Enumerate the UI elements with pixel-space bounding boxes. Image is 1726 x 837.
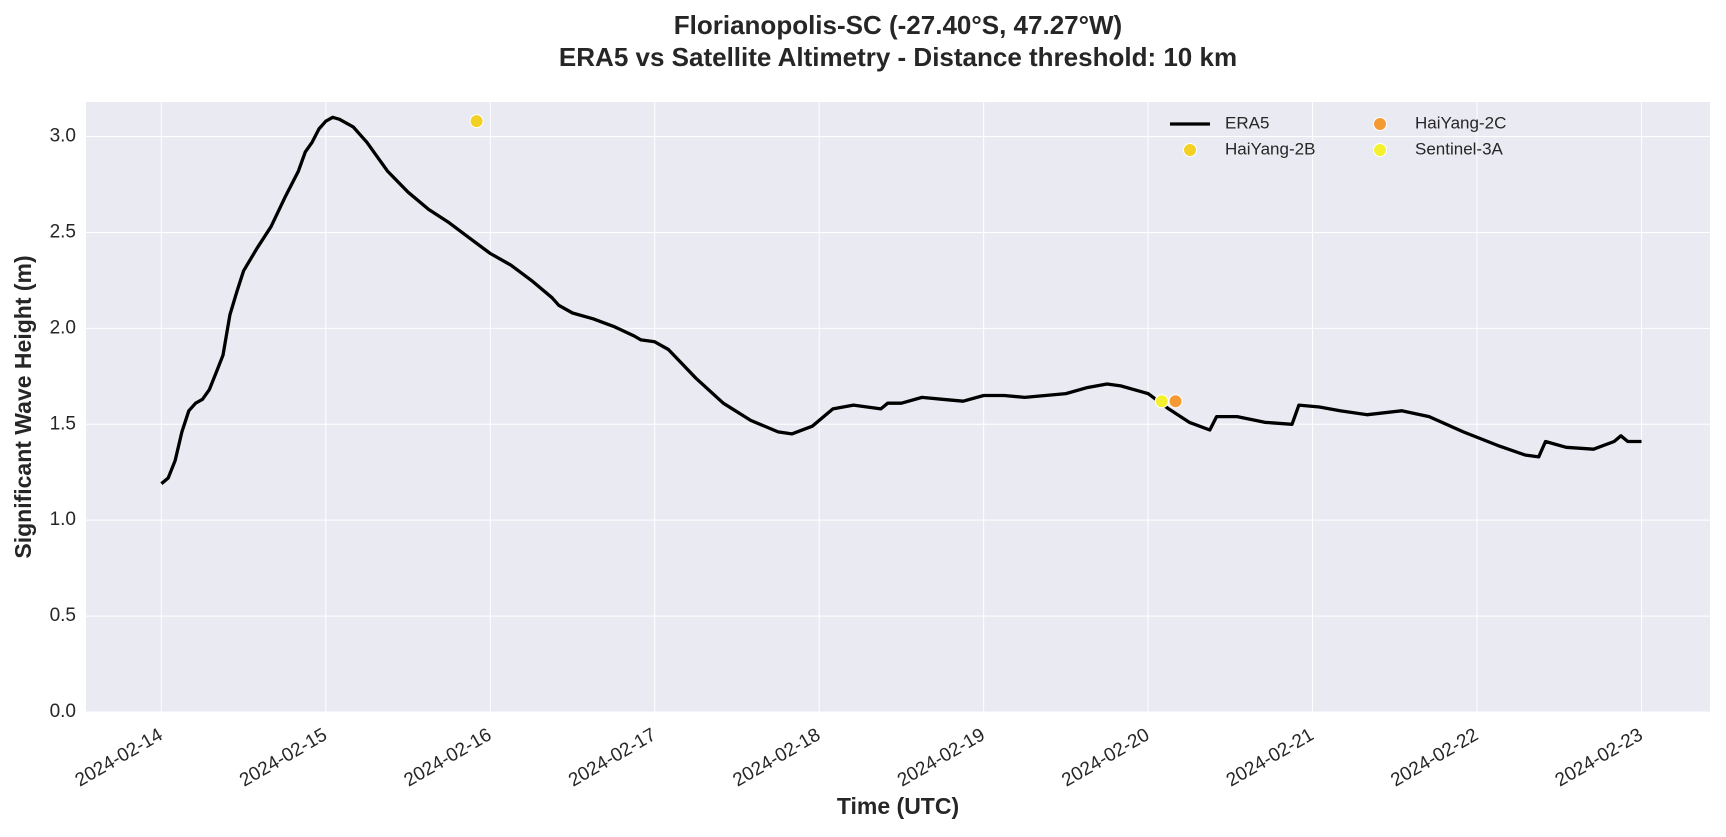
y-tick-label: 1.0 [50, 509, 76, 530]
x-tick-label: 2024-02-17 [565, 724, 660, 791]
chart-title: Florianopolis-SC (-27.40°S, 47.27°W) [674, 10, 1122, 40]
legend-label: HaiYang-2B [1225, 139, 1315, 158]
x-tick-label: 2024-02-14 [72, 724, 167, 791]
y-tick-label: 0.5 [50, 605, 76, 626]
x-tick-label: 2024-02-21 [1223, 724, 1318, 791]
x-tick-label: 2024-02-15 [236, 724, 331, 791]
legend-swatch [1373, 117, 1387, 131]
chart-subtitle: ERA5 vs Satellite Altimetry - Distance t… [559, 42, 1237, 72]
x-tick-label: 2024-02-23 [1552, 724, 1647, 791]
y-tick-label: 3.0 [50, 126, 76, 147]
y-tick-label: 2.5 [50, 221, 76, 242]
x-tick-label: 2024-02-18 [730, 724, 825, 791]
satellite-point [1154, 394, 1169, 409]
y-tick-label: 0.0 [50, 701, 76, 722]
legend-label: Sentinel-3A [1415, 139, 1504, 158]
y-tick-label: 2.0 [50, 317, 76, 338]
y-tick-label: 1.5 [50, 413, 76, 434]
legend: ERA5 HaiYang-2B HaiYang-2C Sentinel-3A [1170, 113, 1506, 158]
y-axis-label: Significant Wave Height (m) [10, 255, 36, 558]
satellite-point [469, 114, 484, 129]
x-tick-label: 2024-02-22 [1387, 724, 1482, 791]
x-axis-label: Time (UTC) [837, 793, 959, 819]
legend-swatch [1183, 143, 1197, 157]
x-tick-label: 2024-02-19 [894, 724, 989, 791]
era5-line [160, 115, 1642, 485]
legend-label: HaiYang-2C [1415, 113, 1506, 132]
plot-area [86, 102, 1710, 712]
satellite-point [1168, 394, 1183, 409]
marks [160, 114, 1642, 485]
legend-swatch [1373, 143, 1387, 157]
x-tick-label: 2024-02-16 [401, 724, 496, 791]
grid [86, 102, 1710, 713]
legend-label: ERA5 [1225, 113, 1269, 132]
x-tick-label: 2024-02-20 [1058, 724, 1153, 791]
